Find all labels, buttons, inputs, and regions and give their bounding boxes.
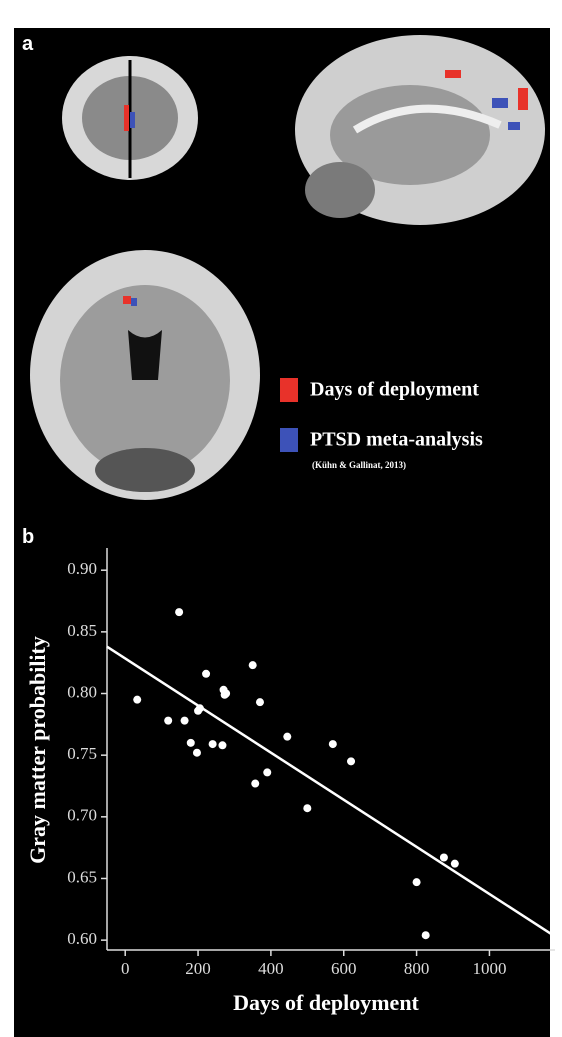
data-point <box>451 860 459 868</box>
page: a b (Kühn & Gallinat, 2013) Days of depl… <box>0 0 562 1037</box>
data-point <box>249 661 257 669</box>
data-point <box>422 931 430 939</box>
data-point <box>413 878 421 886</box>
figure: a b (Kühn & Gallinat, 2013) Days of depl… <box>0 0 562 1037</box>
data-point <box>256 698 264 706</box>
panel-label: a <box>22 33 34 55</box>
citation: (Kühn & Gallinat, 2013) <box>312 460 406 470</box>
data-point <box>218 741 226 749</box>
legend-label: Days of deployment <box>310 379 479 401</box>
data-point <box>209 740 217 748</box>
data-point <box>251 780 259 788</box>
data-point <box>303 804 311 812</box>
data-point <box>202 670 210 678</box>
panel-label: b <box>22 526 34 548</box>
y-tick-label: 0.80 <box>67 682 97 701</box>
x-tick-label: 0 <box>121 959 130 978</box>
y-axis-title: Gray matter probability <box>25 636 50 864</box>
x-axis-title: Days of deployment <box>233 990 419 1015</box>
data-point <box>193 749 201 757</box>
x-tick-label: 400 <box>258 959 284 978</box>
brain-axial <box>30 250 260 500</box>
brain-sagittal <box>295 35 545 225</box>
data-point <box>196 704 204 712</box>
x-tick-label: 800 <box>404 959 430 978</box>
data-point <box>181 717 189 725</box>
data-point <box>133 696 141 704</box>
legend-label: PTSD meta-analysis <box>310 429 483 451</box>
y-tick-label: 0.85 <box>67 621 97 640</box>
data-point <box>329 740 337 748</box>
y-tick-label: 0.90 <box>67 559 97 578</box>
x-tick-label: 200 <box>185 959 211 978</box>
legend-swatch <box>280 378 298 402</box>
data-point <box>283 733 291 741</box>
x-tick-label: 1000 <box>472 959 506 978</box>
data-point <box>347 757 355 765</box>
x-tick-label: 600 <box>331 959 357 978</box>
data-point <box>175 608 183 616</box>
y-tick-label: 0.60 <box>67 929 97 948</box>
data-point <box>263 768 271 776</box>
data-point <box>440 854 448 862</box>
y-tick-label: 0.75 <box>67 744 97 763</box>
y-tick-label: 0.70 <box>67 806 97 825</box>
data-point <box>164 717 172 725</box>
brain-coronal <box>62 56 198 180</box>
legend-swatch <box>280 428 298 452</box>
data-point <box>187 739 195 747</box>
y-tick-label: 0.65 <box>67 867 97 886</box>
data-point <box>222 690 230 698</box>
